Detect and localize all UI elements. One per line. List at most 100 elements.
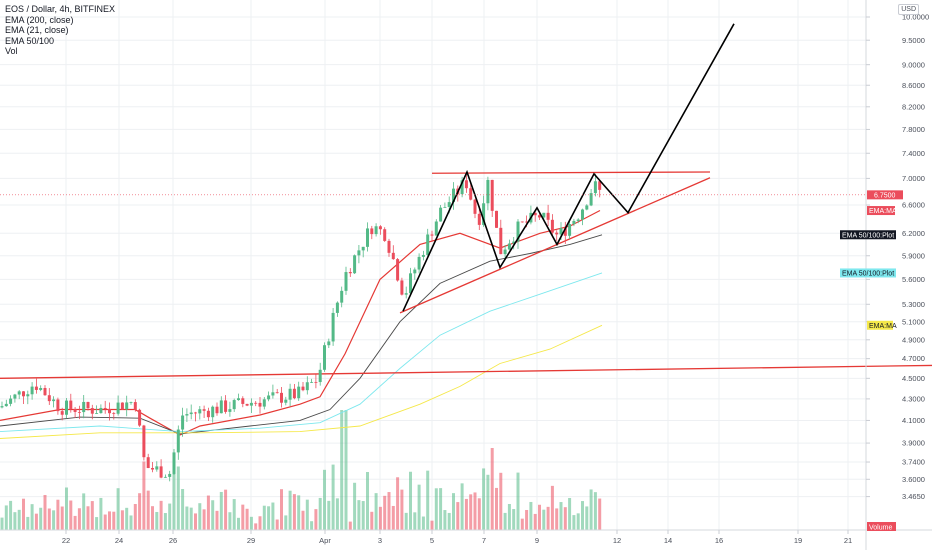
candle-body <box>82 401 86 413</box>
candle-body <box>335 302 339 313</box>
candle-body <box>439 207 443 222</box>
volume-bar <box>482 468 486 530</box>
candle-body <box>447 202 451 207</box>
volume-bar <box>404 512 408 530</box>
candle-body <box>271 392 275 396</box>
y-tick-label: 4.3000 <box>902 394 925 403</box>
x-tick-label: 22 <box>62 536 70 545</box>
y-tick-label: 8.2000 <box>902 102 925 111</box>
volume-bar <box>400 489 404 530</box>
volume-bar <box>22 498 25 530</box>
candle-body <box>383 229 387 241</box>
currency-label[interactable]: USD <box>898 4 919 15</box>
candle-body <box>516 221 520 242</box>
candle-body <box>90 408 94 414</box>
candle-body <box>297 386 301 399</box>
candle-body <box>409 273 412 294</box>
volume-bar <box>447 512 451 530</box>
time-axis[interactable]: 22 24 26 29 Apr 3 5 7 9 12 14 16 19 21 <box>62 530 852 545</box>
ema-plot-badge-dark: EMA 50/100:Plot <box>840 230 896 240</box>
candle-body <box>538 215 541 218</box>
volume-bar <box>576 513 580 530</box>
candle-body <box>155 466 159 470</box>
candle-body <box>56 399 60 412</box>
volume-bar <box>30 504 34 530</box>
y-tick-label: 10.0000 <box>902 13 929 22</box>
volume-bar <box>202 509 206 530</box>
candle-body <box>280 392 283 403</box>
volume-bar <box>378 506 382 530</box>
y-tick-label: 4.1000 <box>902 416 925 425</box>
candle-body <box>288 388 292 400</box>
candle-body <box>284 399 288 403</box>
volume-bar <box>159 500 163 530</box>
volume-bar <box>151 506 154 530</box>
volume-bar <box>224 489 228 530</box>
volume-bar <box>353 482 357 530</box>
volume-bar <box>421 516 425 530</box>
volume-bar <box>267 506 271 530</box>
volume-bar <box>95 517 99 530</box>
candle-body <box>374 226 378 235</box>
volume-bar <box>155 511 159 530</box>
candle-body <box>473 199 477 214</box>
volume-bar <box>206 495 210 530</box>
volume-bar <box>396 477 400 530</box>
x-tick-label: 5 <box>430 536 434 545</box>
candle-body <box>142 425 146 458</box>
candle-body <box>314 381 318 383</box>
candle-body <box>224 400 228 412</box>
volume-bar <box>142 461 146 530</box>
y-tick-label: 3.4650 <box>902 492 925 501</box>
candle-body <box>241 398 245 404</box>
volume-bar <box>284 515 288 530</box>
volume-bar <box>0 517 4 530</box>
volume-bar <box>65 487 68 530</box>
x-tick-label: 24 <box>115 536 123 545</box>
candle-body <box>413 269 417 274</box>
candle-body <box>34 386 38 390</box>
candle-body <box>254 402 258 404</box>
volume-bars <box>0 410 602 530</box>
volume-bar <box>13 512 17 530</box>
candle-body <box>22 391 25 397</box>
price-axis[interactable]: 10.0000 9.5000 9.0000 8.6000 8.2000 7.8000 7.4… <box>866 13 929 502</box>
volume-bar <box>443 510 447 530</box>
candle-body <box>323 345 326 370</box>
candle-body <box>99 407 103 414</box>
volume-bar <box>77 508 81 530</box>
volume-bar <box>249 516 253 530</box>
symbol-title[interactable]: EOS / Dollar, 4h, BITFINEX <box>5 4 116 14</box>
volume-bar <box>34 513 38 530</box>
candle-body <box>464 180 468 189</box>
axis-badges: 6.7500 EMA:MA EMA 50/100:Plot EMA 50/100… <box>840 190 903 532</box>
volume-bar <box>550 485 554 530</box>
volume-bar <box>366 471 369 530</box>
trendlines <box>0 171 932 379</box>
long-support-line <box>0 364 932 379</box>
candle-body <box>194 412 197 414</box>
indicator-ema21[interactable]: EMA (21, close) <box>5 25 69 35</box>
volume-bar <box>103 514 107 530</box>
indicator-volume[interactable]: Vol <box>5 46 18 56</box>
volume-bar <box>275 519 279 530</box>
candle-body <box>215 406 219 414</box>
indicator-ema50-100[interactable]: EMA 50/100 <box>5 35 55 46</box>
candle-body <box>542 212 546 218</box>
candle-body <box>378 226 382 230</box>
candle-body <box>525 221 529 223</box>
ema-plot-label-dark: EMA 50/100:Plot <box>842 232 894 239</box>
candle-body <box>507 243 511 250</box>
volume-bar <box>26 516 30 530</box>
candle-body <box>593 181 597 194</box>
resistance-line <box>431 171 711 174</box>
volume-bar <box>168 503 172 530</box>
volume-bar <box>572 515 576 530</box>
x-tick-label: 7 <box>482 536 486 545</box>
candle-body <box>151 468 154 470</box>
y-tick-label: 5.9000 <box>902 251 925 260</box>
candle-body <box>258 402 262 407</box>
candle-body <box>211 406 215 418</box>
indicator-ema200[interactable]: EMA (200, close) <box>5 14 74 25</box>
